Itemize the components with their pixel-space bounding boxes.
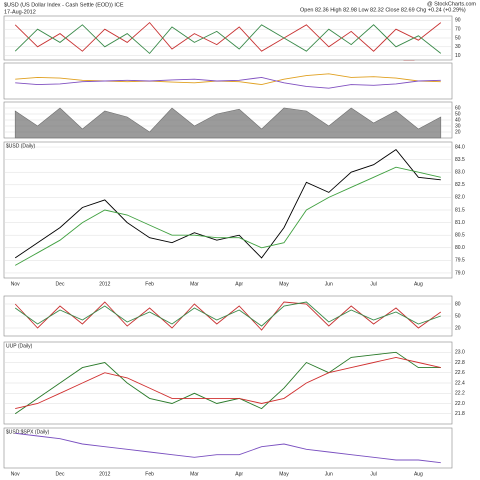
x-tick-label: May [279,471,289,477]
panel [3,427,453,469]
y-tick-label: 30 [455,123,461,129]
x-tick-label: Nov [11,281,20,287]
y-tick-label: 79.5 [455,258,465,264]
line [15,356,441,410]
date: 17-Aug-2012 [4,9,36,15]
y-tick-label: 80 [455,301,461,307]
panel-title: UUP (Daily) [6,343,33,349]
y-tick-label: 81.5 [455,207,465,213]
y-tick-label: 84.0 [455,144,465,150]
source: @ StockCharts.com [427,1,476,7]
line [15,76,441,89]
x-tick-label: Dec [56,471,65,477]
quote: Open 82.36 High 82.98 Low 82.32 Close 82… [300,7,466,13]
line [15,73,441,86]
y-tick-label: 20 [455,129,461,135]
panel-title: $USD (Daily) [6,143,36,149]
y-tick-label: 50 [455,35,461,41]
line [14,301,441,327]
y-tick-label: 22.6 [455,370,465,376]
line [14,24,442,55]
x-tick-label: 2012 [99,281,110,287]
x-tick-label: May [279,281,289,287]
line [15,432,441,464]
line [14,21,442,52]
x-tick-label: Jun [325,281,333,287]
y-tick-label: 30 [455,44,461,50]
x-tick-label: Mar [190,281,199,287]
y-tick-label: 82.0 [455,195,465,201]
y-tick-label: 21.8 [455,411,465,417]
y-tick-label: 79.0 [455,270,465,276]
x-tick-label: Feb [145,471,154,477]
x-tick-label: Mar [190,471,199,477]
x-tick-label: Dec [56,281,65,287]
y-tick-label: 60 [455,105,461,111]
title: $USD (US Dollar Index - Cash Settle (EOD… [4,2,124,8]
y-tick-label: 50 [455,111,461,117]
x-tick-label: Apr [235,281,243,287]
y-tick-label: 10 [455,53,461,59]
y-tick-label: 82.5 [455,182,465,188]
line [14,351,441,415]
line [14,166,441,266]
y-tick-label: 81.0 [455,220,465,226]
x-tick-label: Aug [414,281,423,287]
area [14,107,442,139]
y-tick-label: 23.0 [455,350,465,356]
y-tick-label: 22.0 [455,401,465,407]
x-tick-label: Aug [414,471,423,477]
panel-title: $USD:$SPX (Daily) [6,429,50,435]
y-tick-label: 70 [455,27,461,33]
y-tick-label: 80.0 [455,245,465,251]
y-tick-label: 80.5 [455,233,465,239]
y-tick-label: 40 [455,117,461,123]
y-tick-label: 22.4 [455,380,465,386]
y-tick-label: 90 [455,18,461,24]
y-tick-label: 83.0 [455,170,465,176]
x-tick-label: Feb [145,281,154,287]
y-tick-label: 20 [455,325,461,331]
x-tick-label: Nov [11,471,20,477]
x-tick-label: Apr [235,471,243,477]
x-tick-label: Jul [370,281,376,287]
y-tick-label: 83.5 [455,157,465,163]
x-tick-label: 2012 [99,471,110,477]
y-tick-label: 22.8 [455,360,465,366]
y-tick-label: 22.2 [455,391,465,397]
y-tick-label: 50 [455,313,461,319]
x-tick-label: Jul [370,471,376,477]
x-tick-label: Jun [325,471,333,477]
